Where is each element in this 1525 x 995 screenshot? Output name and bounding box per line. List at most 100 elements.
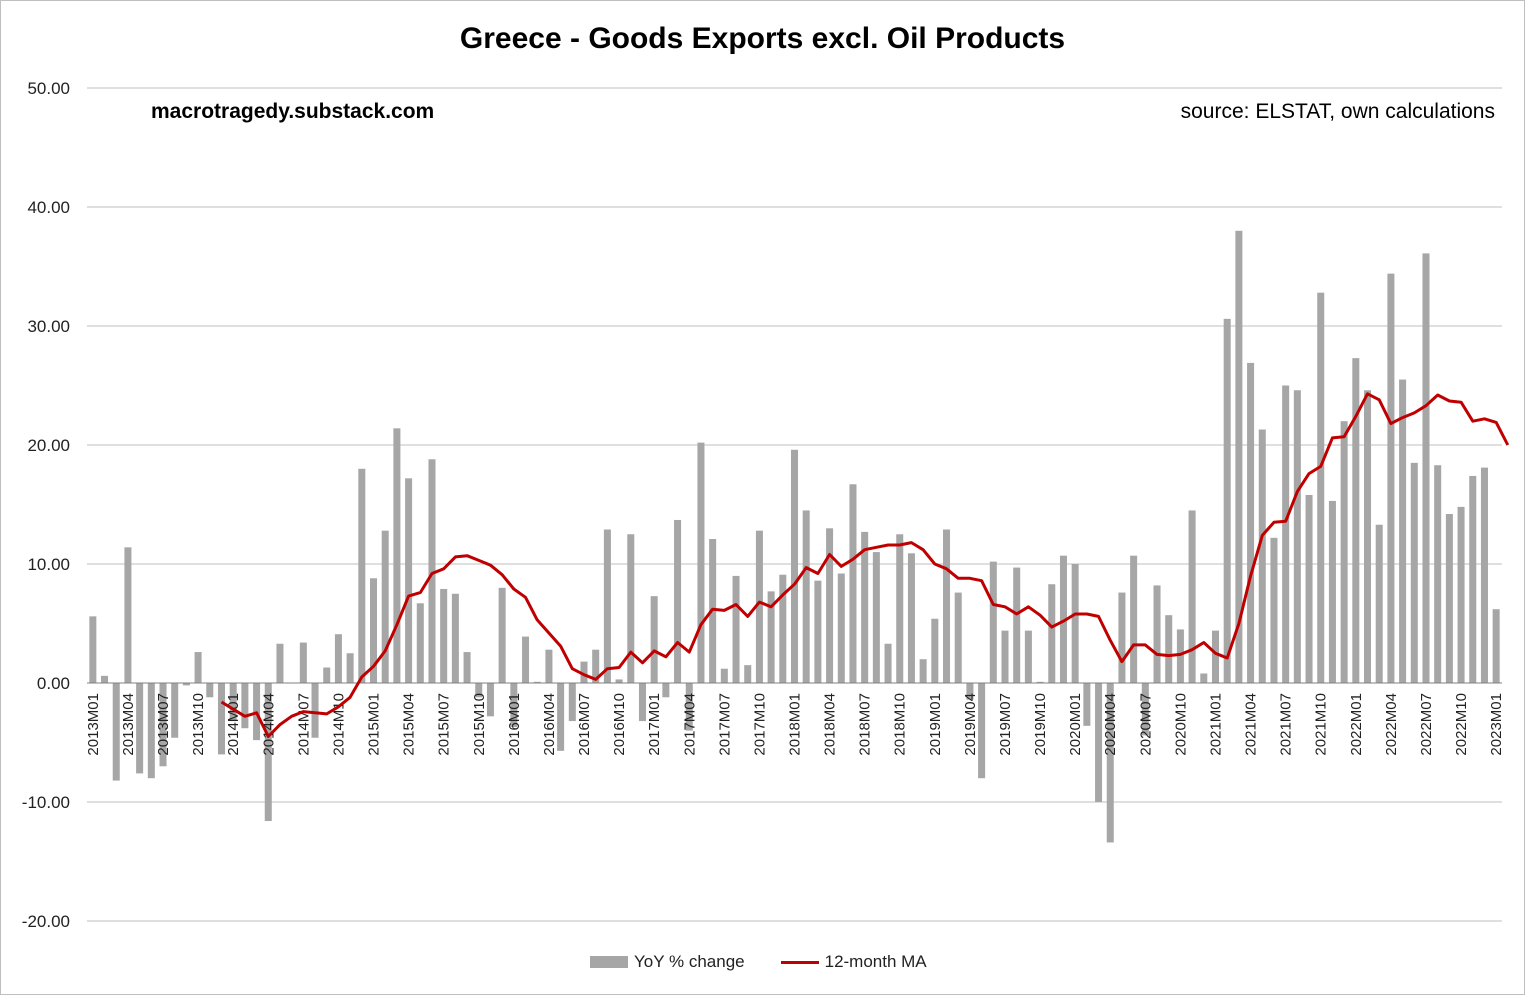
x-tick-label: 2015M07 [436,693,453,756]
bar [124,547,132,683]
y-tick-label: -10.00 [22,793,70,812]
x-tick-label: 2019M01 [927,693,944,756]
chart-title: Greece - Goods Exports excl. Oil Product… [459,22,1066,55]
x-tick-label: 2020M01 [1067,693,1084,756]
bar [1130,555,1138,683]
bar [229,683,237,722]
bar [1282,385,1290,683]
bar [416,603,424,683]
x-tick-label: 2016M01 [506,693,523,756]
bar [1422,253,1430,683]
bar [1118,592,1126,683]
bar [720,668,728,683]
bar [989,561,997,683]
bar [533,681,541,683]
bar [1106,683,1114,843]
x-tick-label: 2016M07 [576,693,593,756]
bar [931,618,939,683]
x-tick-label: 2019M07 [997,693,1014,756]
x-tick-label: 2018M07 [857,693,874,756]
bar [89,616,97,683]
bar [1480,467,1488,683]
bar [1048,584,1056,683]
bar [440,588,448,683]
x-tick-label: 2022M04 [1383,693,1400,756]
bar [1270,537,1278,683]
bar [346,653,354,683]
bar [1247,362,1255,683]
x-tick-label: 2014M04 [260,693,277,756]
bar [136,683,144,774]
bar [1165,615,1173,683]
bar [685,683,693,731]
bar [837,573,845,683]
x-tick-label: 2022M10 [1453,693,1470,756]
x-tick-label: 2021M07 [1278,693,1295,756]
bar [381,530,389,683]
x-tick-label: 2023M01 [1488,693,1505,756]
bar [171,683,179,738]
bar [112,683,120,781]
x-tick-label: 2013M07 [155,693,172,756]
y-tick-label: 50.00 [27,79,70,98]
bar [334,634,342,683]
bar [545,649,553,683]
bar [510,683,518,728]
bar [1059,555,1067,683]
bar [1141,683,1149,736]
bar [451,593,459,683]
bar [919,659,927,683]
legend-bar-label: YoY % change [634,952,745,971]
bar [194,652,202,683]
bar [826,528,834,683]
bar [1387,273,1395,683]
bar [428,459,436,683]
bar [1211,630,1219,683]
bar [790,449,799,683]
bar [159,683,167,767]
bar [463,652,471,683]
bar [182,683,190,686]
bar [264,683,272,822]
y-tick-label: -20.00 [22,912,70,931]
x-tick-label: 2020M04 [1102,693,1119,756]
bar [978,683,986,779]
bar [662,683,670,698]
bar [861,531,869,683]
bar [1001,630,1009,683]
x-tick-label: 2022M01 [1348,693,1365,756]
x-tick-label: 2013M10 [190,693,207,756]
bar [101,675,109,683]
bar [311,683,319,738]
y-tick-label: 40.00 [27,198,70,217]
legend-line-swatch [780,960,819,964]
bar [276,643,284,683]
bar [732,575,740,683]
bar [779,574,787,683]
bar [592,649,600,683]
bar [557,683,565,751]
x-tick-label: 2022M07 [1418,693,1435,756]
x-tick-label: 2015M04 [401,693,418,756]
x-tick-label: 2019M10 [1032,693,1049,756]
bar [755,530,763,683]
bar [884,643,892,683]
x-tick-label: 2017M10 [751,693,768,756]
bar [1375,524,1383,683]
bar [1317,292,1325,683]
bar [1434,465,1442,683]
bar [1095,683,1103,802]
bar [1153,585,1161,683]
bar [1328,500,1336,683]
bar [674,519,682,683]
bar [966,683,974,700]
bar [1352,358,1360,683]
ma-line [220,392,1510,738]
x-tick-label: 2017M04 [681,693,698,756]
y-tick-label: 30.00 [27,317,70,336]
bar [1399,379,1407,683]
bar [1340,421,1348,683]
bar [299,642,307,683]
